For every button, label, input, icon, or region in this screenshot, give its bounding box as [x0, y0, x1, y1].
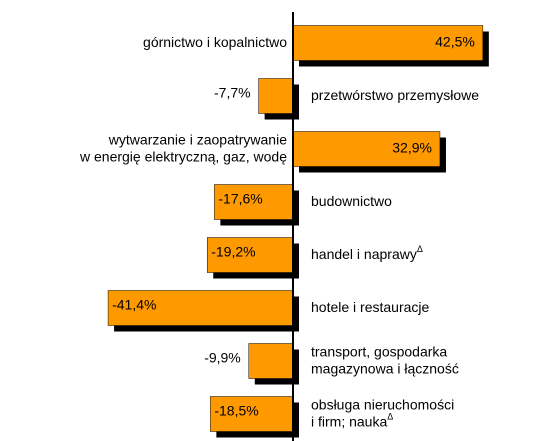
value-label: -18,5%: [214, 403, 258, 419]
value-label: -17,6%: [218, 191, 262, 207]
bar: [292, 131, 441, 167]
category-label: budownictwo: [311, 193, 392, 209]
category-label: wytwarzanie i zaopatrywanie w energię ele…: [79, 131, 287, 164]
category-label-line: transport, gospodarka: [311, 343, 447, 359]
value-label: -19,2%: [211, 244, 255, 260]
category-label-line: w energię elektryczną, gaz, wodę: [79, 148, 287, 164]
bar: [292, 25, 484, 61]
category-label-line: i firm; nauka: [311, 413, 387, 429]
bar: [210, 396, 294, 432]
category-label: transport, gospodarka magazynowa i łączno…: [311, 343, 459, 376]
category-label: hotele i restauracje: [311, 299, 430, 315]
category-label-line: górnictwo i kopalnictwo: [143, 34, 287, 50]
category-label-line: hotele i restauracje: [311, 299, 430, 315]
value-label: -41,4%: [112, 297, 156, 313]
category-label-line: przetwórstwo przemysłowe: [311, 87, 479, 103]
category-label: handel i naprawyΔ: [311, 244, 423, 261]
bar: [206, 237, 294, 273]
category-note: Δ: [417, 244, 423, 254]
category-label-line: obsługa nieruchomości: [311, 396, 454, 412]
category-label: przetwórstwo przemysłowe: [311, 87, 479, 103]
value-label: 42,5%: [435, 34, 475, 50]
category-label-line: magazynowa i łączność: [311, 360, 459, 376]
category-label-line: wytwarzanie i zaopatrywanie: [108, 131, 287, 147]
value-label: -9,9%: [204, 350, 241, 366]
bar: [258, 78, 294, 114]
value-label: 32,9%: [392, 140, 432, 156]
category-note: Δ: [387, 412, 393, 422]
category-label: obsługa nieruchomości i firm; naukaΔ: [311, 396, 454, 429]
bar: [248, 343, 294, 379]
bar: [214, 184, 294, 220]
value-label: -7,7%: [214, 85, 251, 101]
category-label-line: handel i naprawy: [311, 246, 417, 262]
category-label: górnictwo i kopalnictwo: [143, 34, 287, 50]
category-label-line: budownictwo: [311, 193, 392, 209]
